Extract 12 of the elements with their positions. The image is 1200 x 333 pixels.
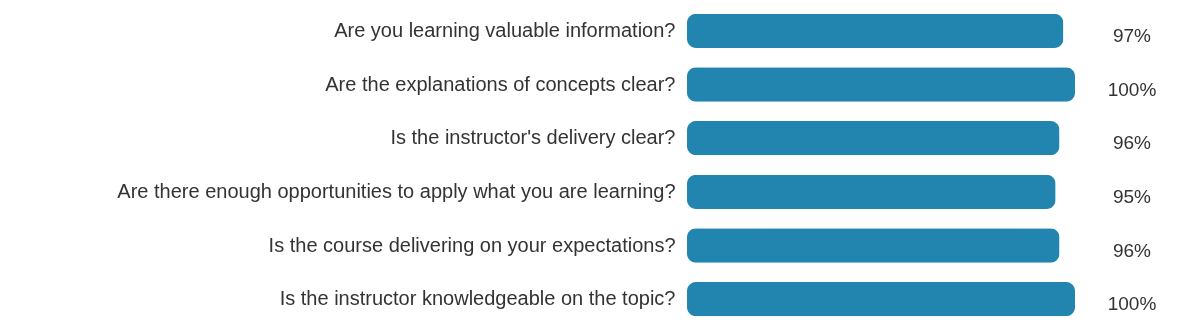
y-tick-label: Are you learning valuable information? (334, 18, 676, 41)
y-tick-label: Is the instructor's delivery clear? (390, 126, 676, 149)
data-label: 95% (1112, 185, 1152, 207)
data-label: 100% (1107, 78, 1157, 100)
data-label: 100% (1107, 293, 1157, 315)
data-label: 96% (1112, 132, 1152, 154)
y-tick-label: Are the explanations of concepts clear? (325, 72, 676, 95)
y-tick-label: Are there enough opportunities to apply what you are learning? (117, 179, 676, 202)
y-tick-label: Is the course delivering on your expectations? (268, 233, 676, 256)
data-label: 96% (1112, 239, 1152, 261)
y-tick-label: Is the instructor knowledgeable on the topic? (279, 287, 676, 310)
data-label: 97% (1112, 24, 1152, 46)
